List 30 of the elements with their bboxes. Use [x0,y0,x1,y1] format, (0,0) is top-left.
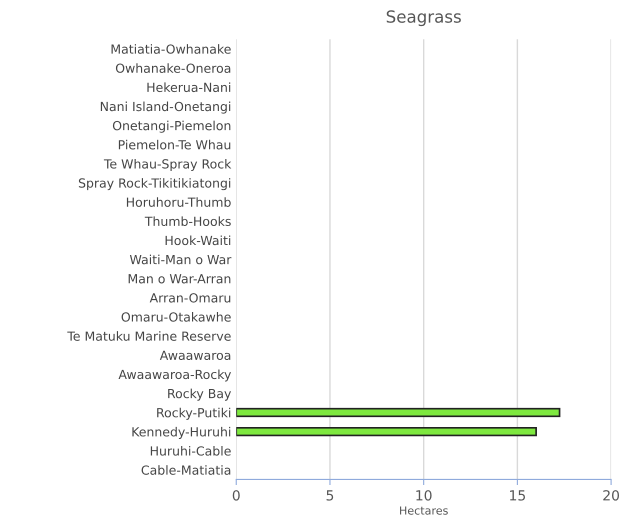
x-tick-label: 0 [232,490,240,501]
y-tick-label: Kennedy-Huruhi [132,426,230,439]
y-tick-label: Nani Island-Onetangi [100,102,230,114]
x-tick-label: 10 [416,490,432,501]
y-tick-label: Awaawaroa [160,350,230,360]
y-tick-label: Owhanake-Oneroa [116,63,230,73]
y-tick-label: Te Matuku Marine Reserve [67,331,231,341]
y-tick-label: Rocky Bay [168,388,232,401]
chart-title: Seagrass [386,10,461,26]
y-tick-label: Awaawaroa-Rocky [118,369,232,382]
y-tick-label: Piemelon-Te Whau [118,140,230,150]
y-tick-label: Omaru-Otakawhe [122,312,231,322]
y-tick-label: Cable-Matiatia [142,465,230,475]
y-tick-label: Onetangi-Piemelon [112,120,230,133]
y-tick-label: Rocky-Putiki [157,408,230,420]
y-tick-label: Thumb-Hooks [144,216,231,226]
y-tick-label: Huruhi-Cable [150,446,231,456]
y-tick-label: Horuhoru-Thumb [126,197,231,207]
x-axis-title: Hectares [400,506,448,515]
y-tick-label: Spray Rock-Tikitikiatongi [78,178,230,190]
y-tick-label: Hook-Waiti [166,235,230,246]
y-tick-label: Matiatia-Owhanake [112,44,231,54]
y-tick-label: Hekerua-Nani [147,82,230,92]
y-tick-label: Arran-Omaru [150,293,230,303]
y-tick-label: Te Whau-Spray Rock [104,158,232,172]
y-tick-label: Man o War-Arran [128,274,230,284]
x-tick-label: 20 [603,490,620,501]
x-tick-label: 5 [326,490,334,501]
y-tick-label: Waiti-Man o War [130,254,232,264]
x-tick-label: 15 [510,490,526,501]
